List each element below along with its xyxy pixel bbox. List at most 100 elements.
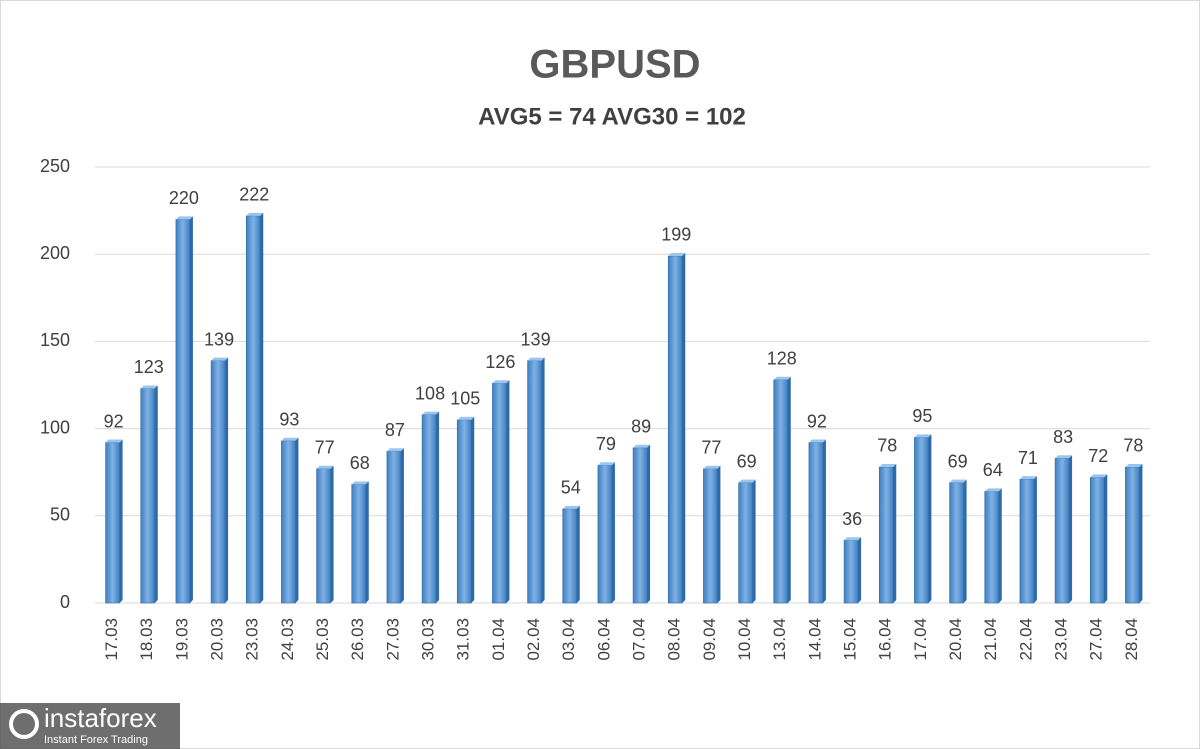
x-tick-label: 23.04 — [1052, 618, 1071, 661]
bar-cap — [281, 437, 299, 441]
x-tick-label: 06.04 — [594, 618, 613, 661]
bar-side — [893, 463, 897, 603]
y-tick-label: 0 — [60, 592, 70, 612]
x-tick-label: 27.03 — [383, 618, 402, 661]
data-label: 87 — [385, 420, 405, 440]
x-tick-label: 18.03 — [137, 618, 156, 661]
data-label: 139 — [204, 329, 234, 349]
bar-side — [506, 380, 510, 603]
data-label: 36 — [842, 509, 862, 529]
bar — [245, 215, 261, 604]
data-label: 199 — [661, 225, 691, 245]
bar-cap — [386, 448, 404, 452]
bar-side — [1139, 463, 1143, 603]
x-tick-label: 10.04 — [735, 618, 754, 661]
bar-side — [998, 488, 1002, 603]
bar-side — [1069, 455, 1073, 603]
bar — [632, 447, 648, 604]
x-tick-label: 02.04 — [524, 618, 543, 661]
bar-side — [752, 479, 756, 603]
bar — [316, 468, 331, 604]
bar-cap — [1125, 463, 1143, 467]
bar — [773, 379, 789, 604]
bar-side — [189, 216, 193, 603]
bar-cap — [879, 463, 897, 467]
bar — [984, 491, 1000, 604]
bar — [1054, 457, 1070, 604]
data-label: 72 — [1088, 446, 1108, 466]
data-label: 108 — [415, 383, 445, 403]
data-label: 69 — [737, 451, 757, 471]
bar-cap — [949, 479, 967, 483]
bar — [351, 484, 367, 604]
x-tick-label: 31.03 — [454, 618, 473, 661]
x-tick-label: 30.03 — [419, 618, 438, 661]
bar-side — [928, 434, 932, 603]
y-tick-label: 150 — [40, 330, 70, 350]
bar-cap — [773, 376, 791, 380]
y-tick-label: 100 — [40, 417, 70, 437]
data-label: 78 — [1123, 436, 1143, 456]
chart-title: GBPUSD — [529, 43, 700, 87]
bar-side — [682, 252, 686, 603]
bar — [1089, 477, 1105, 604]
bar — [1125, 466, 1140, 604]
bar-side — [365, 481, 369, 603]
bar-cap — [984, 488, 1002, 492]
data-label: 92 — [807, 411, 827, 431]
bar — [703, 468, 718, 604]
x-tick-label: 15.04 — [841, 618, 860, 661]
x-tick-label: 23.03 — [243, 618, 262, 661]
bar-side — [436, 411, 440, 603]
x-tick-label: 17.04 — [911, 618, 930, 661]
bar-side — [858, 537, 862, 603]
chart-subtitle: AVG5 = 74 AVG30 = 102 — [478, 103, 746, 130]
bar-cap — [703, 465, 721, 469]
x-tick-label: 13.04 — [770, 618, 789, 661]
bar-cap — [914, 434, 932, 438]
x-tick-label: 28.04 — [1122, 618, 1141, 661]
bar — [808, 442, 824, 604]
bar-cap — [1019, 476, 1037, 480]
bar-cap — [738, 479, 756, 483]
bar-cap — [351, 481, 369, 485]
bar-cap — [492, 380, 510, 384]
data-label: 71 — [1018, 448, 1038, 468]
y-tick-label: 200 — [40, 243, 70, 263]
x-tick-label: 01.04 — [489, 618, 508, 661]
x-tick-label: 19.03 — [172, 618, 191, 661]
data-label: 79 — [596, 434, 616, 454]
bar-side — [119, 439, 123, 603]
data-label: 77 — [315, 437, 335, 457]
x-tick-label: 14.04 — [805, 618, 824, 661]
bar — [1019, 478, 1035, 604]
bar-cap — [562, 505, 580, 509]
bar-cap — [633, 444, 651, 448]
x-tick-label: 25.03 — [313, 618, 332, 661]
bar — [281, 440, 296, 604]
data-label: 126 — [485, 352, 515, 372]
watermark-logo — [9, 709, 39, 739]
bar — [527, 360, 542, 604]
x-tick-label: 24.03 — [278, 618, 297, 661]
bar — [914, 437, 929, 604]
y-tick-label: 250 — [40, 156, 70, 176]
bar-cap — [1090, 474, 1108, 478]
bar-cap — [527, 357, 545, 361]
x-tick-label: 07.04 — [630, 618, 649, 661]
watermark-name: instaforex — [44, 703, 157, 733]
watermark: instaforex Instant Forex Trading — [0, 703, 180, 749]
bar-side — [611, 462, 615, 603]
bar — [456, 419, 472, 604]
x-tick-label: 09.04 — [700, 618, 719, 661]
data-label: 68 — [350, 453, 370, 473]
bar-side — [541, 357, 545, 603]
bar-cap — [457, 416, 475, 420]
bar — [949, 482, 964, 604]
bar-cap — [105, 439, 123, 443]
bar — [175, 219, 191, 604]
bar — [843, 539, 859, 604]
x-tick-label: 17.03 — [102, 618, 121, 661]
bar-cap — [316, 465, 334, 469]
